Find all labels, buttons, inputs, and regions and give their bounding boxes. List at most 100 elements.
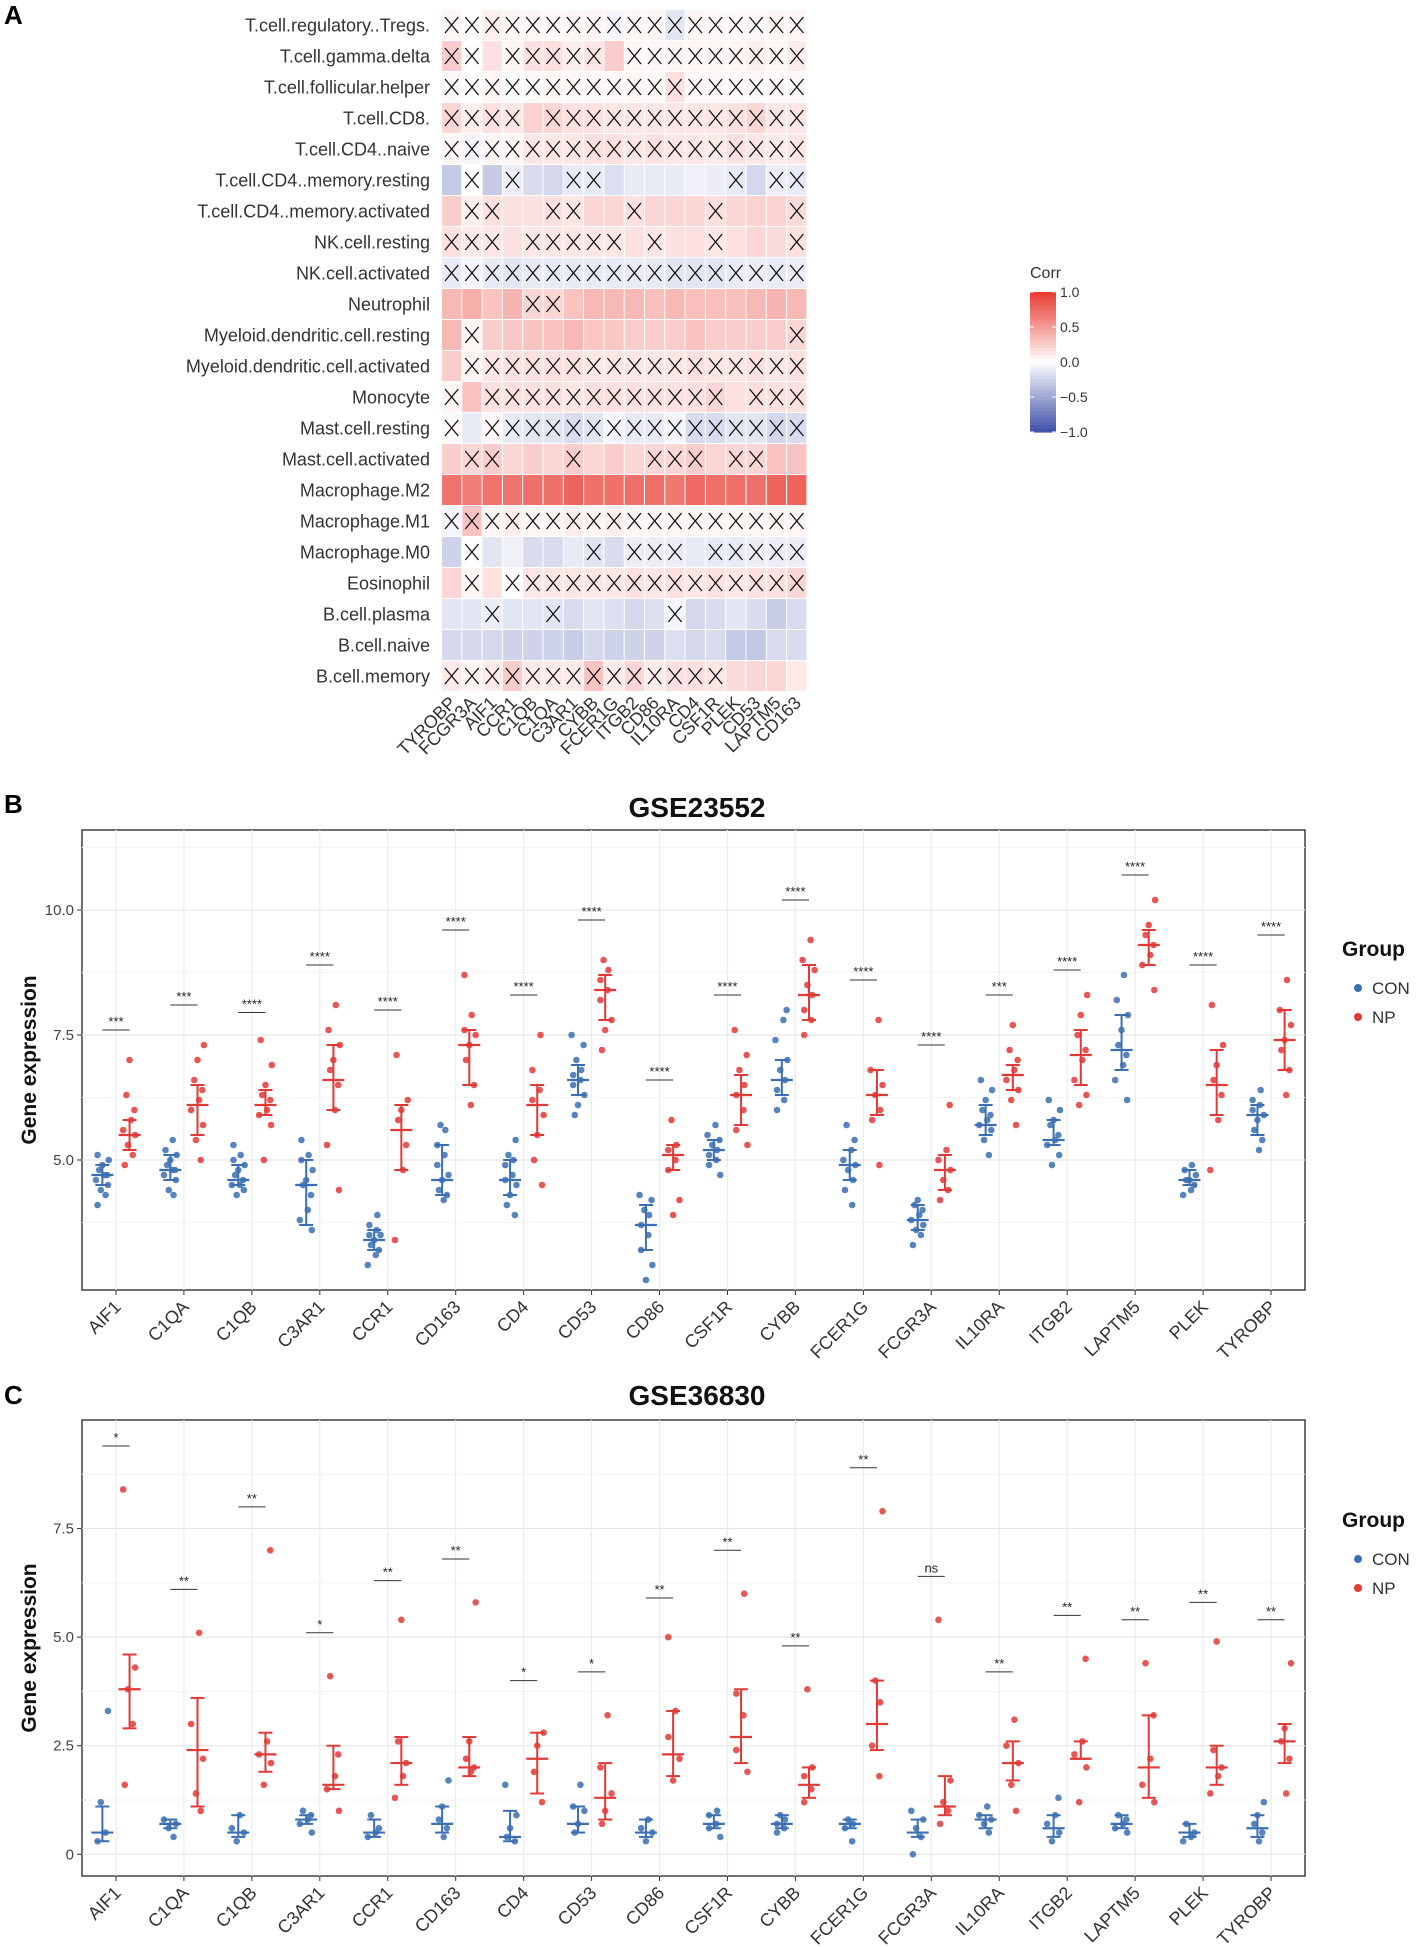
significance-label: ** (1130, 1604, 1140, 1619)
ns-cross-mark (688, 667, 703, 685)
colorbar-step (1030, 320, 1056, 325)
data-point (1282, 1790, 1290, 1797)
data-point (529, 1096, 536, 1104)
data-point (529, 1066, 536, 1074)
data-point (744, 1768, 751, 1776)
data-point (1082, 1046, 1089, 1054)
ns-cross-mark (688, 78, 703, 96)
ns-cross-mark (749, 574, 764, 592)
data-point (944, 1807, 952, 1815)
row-label: T.cell.gamma.delta (280, 47, 431, 67)
data-point (309, 1166, 316, 1174)
ns-cross-mark (464, 543, 480, 561)
heatmap-cell (766, 289, 787, 319)
colorbar-step (1030, 341, 1056, 346)
colorbar-step (1030, 425, 1056, 430)
heatmap-cell (645, 475, 665, 505)
data-point (669, 1211, 677, 1219)
ns-cross-mark (789, 574, 804, 592)
data-point (947, 1777, 954, 1784)
data-point (920, 1221, 927, 1229)
heatmap-cell (604, 165, 624, 195)
colorbar-step (1030, 344, 1056, 349)
legend-label: NP (1372, 1008, 1396, 1027)
heatmap-cell (563, 475, 584, 505)
ns-cross-mark (546, 667, 561, 685)
heatmap-cell (584, 444, 604, 474)
x-tick-label: AIF1 (84, 1883, 125, 1924)
heatmap-cell (523, 537, 543, 567)
data-point (908, 1807, 915, 1815)
data-point (597, 1764, 604, 1771)
data-point (94, 1151, 101, 1159)
heatmap-cell (482, 630, 502, 660)
ns-cross-mark (464, 233, 480, 251)
data-point (257, 1036, 264, 1044)
data-point (472, 1599, 479, 1606)
ns-cross-mark (586, 47, 601, 65)
heatmap-cell (766, 599, 787, 629)
heatmap-cell (442, 320, 462, 350)
x-tick-label: IL10RA (951, 1883, 1008, 1940)
data-point (598, 1820, 606, 1828)
row-label: NK.cell.resting (314, 233, 430, 253)
ns-cross-mark (728, 543, 743, 561)
data-point (601, 1026, 609, 1034)
data-point (268, 1061, 276, 1069)
colorbar-step (1030, 334, 1056, 339)
heatmap-cell (787, 661, 807, 691)
data-point (102, 1191, 109, 1199)
ns-cross-mark (505, 109, 520, 127)
x-tick-label: TYROBP (1213, 1883, 1279, 1947)
ns-cross-mark (505, 419, 520, 437)
data-point (936, 1196, 944, 1204)
ns-cross-mark (566, 357, 581, 375)
data-point (1208, 1001, 1216, 1009)
colorbar-step (1030, 397, 1056, 402)
heatmap-cell (523, 103, 543, 133)
heatmap-cell (685, 475, 705, 505)
heatmap-cell (502, 444, 523, 474)
data-point (169, 1136, 177, 1144)
ns-cross-mark (769, 140, 784, 158)
row-label: Eosinophil (347, 574, 430, 594)
ns-cross-mark (688, 388, 703, 406)
ns-cross-mark (728, 357, 743, 375)
data-point (505, 1151, 512, 1159)
data-point (1003, 1742, 1010, 1750)
data-point (1151, 1798, 1158, 1806)
heatmap-cell (462, 289, 482, 319)
ns-cross-mark (485, 419, 500, 437)
heatmap-cell (543, 320, 563, 350)
data-point (462, 1056, 470, 1064)
ns-cross-mark (546, 512, 561, 530)
heatmap-cell (705, 630, 726, 660)
data-point (740, 1081, 748, 1089)
significance-label: **** (310, 949, 330, 964)
ns-cross-mark (688, 47, 703, 65)
ns-cross-mark (708, 140, 723, 158)
significance-label: **** (446, 914, 466, 929)
ns-cross-mark (627, 47, 642, 65)
ns-cross-mark (505, 388, 520, 406)
ns-cross-mark (505, 264, 520, 282)
ns-cross-mark (647, 16, 662, 34)
data-point (598, 1046, 606, 1054)
x-tick-label: PLEK (1165, 1883, 1212, 1930)
data-point (1145, 921, 1153, 929)
colorbar-step (1030, 390, 1056, 395)
data-point (665, 1146, 672, 1154)
heatmap-cell (746, 661, 766, 691)
data-point (1142, 1659, 1149, 1667)
data-point (266, 1546, 274, 1554)
heatmap-cell (787, 475, 807, 505)
ns-cross-mark (647, 109, 662, 127)
data-point (391, 1236, 399, 1244)
data-point (440, 1196, 448, 1204)
ns-cross-mark (789, 264, 804, 282)
data-point (848, 1837, 856, 1845)
colorbar-step (1030, 330, 1056, 335)
heatmap-cell (482, 537, 502, 567)
data-point (1075, 1101, 1083, 1109)
